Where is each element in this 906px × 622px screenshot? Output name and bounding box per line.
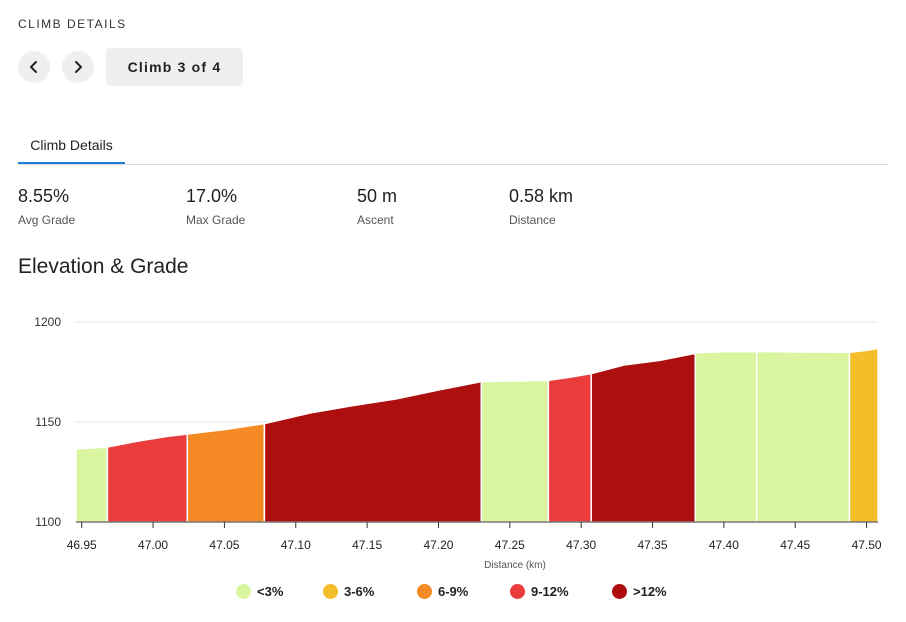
legend-item[interactable]: <3% xyxy=(236,584,283,599)
stat-value: 0.58 km xyxy=(509,186,574,206)
legend-item[interactable]: >12% xyxy=(612,584,667,599)
grade-segment-g3_6 xyxy=(848,347,879,523)
stat-distance: 0.58 km Distance xyxy=(509,186,573,227)
stat-ascent: 50 m Ascent xyxy=(357,186,397,227)
x-tick-label: 47.45 xyxy=(780,538,810,552)
stat-avg-grade: 8.55% Avg Grade xyxy=(18,186,75,227)
x-tick-label: 47.15 xyxy=(352,538,382,552)
chart-legend: <3% 3-6% 6-9% 9-12% >12% xyxy=(0,584,906,602)
stat-label: Max Grade xyxy=(186,213,246,227)
legend-label: 6-9% xyxy=(438,584,469,599)
tab-divider xyxy=(18,164,888,165)
stat-max-grade: 17.0% Max Grade xyxy=(186,186,245,227)
previous-climb-button[interactable] xyxy=(18,51,50,83)
x-tick-label: 47.10 xyxy=(281,538,311,552)
next-climb-button[interactable] xyxy=(62,51,94,83)
legend-swatch xyxy=(510,584,525,599)
x-tick-label: 46.95 xyxy=(67,538,97,552)
x-tick-label: 47.00 xyxy=(138,538,168,552)
x-tick-label: 47.20 xyxy=(423,538,453,552)
stat-value: 17.0% xyxy=(186,186,238,206)
grade-segment-lt3 xyxy=(75,446,109,523)
grade-segment-lt3 xyxy=(694,350,758,523)
x-tick-label: 47.30 xyxy=(566,538,596,552)
section-label: CLIMB DETAILS xyxy=(18,17,127,31)
tab-climb-details[interactable]: Climb Details xyxy=(18,128,125,164)
grade-segment->12 xyxy=(590,352,697,523)
x-tick-label: 47.25 xyxy=(495,538,525,552)
stat-value: 8.55% xyxy=(18,186,70,206)
stat-label: Avg Grade xyxy=(18,213,76,227)
legend-swatch xyxy=(417,584,432,599)
grade-segment-g9_12 xyxy=(106,433,189,523)
chevron-right-icon xyxy=(75,61,82,73)
legend-swatch xyxy=(612,584,627,599)
x-tick-label: 47.35 xyxy=(638,538,668,552)
grade-segment-lt3 xyxy=(755,350,851,523)
y-tick-label: 1200 xyxy=(34,315,61,329)
legend-swatch xyxy=(236,584,251,599)
legend-label: 9-12% xyxy=(531,584,569,599)
chart-title: Elevation & Grade xyxy=(18,255,189,278)
stat-label: Ascent xyxy=(357,213,394,227)
legend-swatch xyxy=(323,584,338,599)
elevation-grade-chart: 1100 1150 1200 46.95 47.00 47.05 47.10 47.15 47.… xyxy=(34,315,882,571)
climb-counter: Climb 3 of 4 xyxy=(106,48,243,86)
legend-item[interactable]: 3-6% xyxy=(323,584,374,599)
x-tick-label: 47.50 xyxy=(852,538,882,552)
legend-item[interactable]: 6-9% xyxy=(417,584,468,599)
stat-label: Distance xyxy=(509,213,556,227)
legend-label: <3% xyxy=(257,584,284,599)
x-tick-label: 47.05 xyxy=(209,538,239,552)
stat-value: 50 m xyxy=(357,186,398,206)
x-axis-title: Distance (km) xyxy=(484,560,546,571)
y-tick-label: 1150 xyxy=(35,415,61,429)
chevron-left-icon xyxy=(30,61,37,73)
grade-segment-lt3 xyxy=(480,379,550,523)
legend-label: 3-6% xyxy=(344,584,375,599)
legend-label: >12% xyxy=(633,584,667,599)
grade-segment-g9_12 xyxy=(547,372,592,523)
y-tick-label: 1100 xyxy=(35,515,61,529)
legend-item[interactable]: 9-12% xyxy=(510,584,569,599)
grade-segment-g6_9 xyxy=(186,422,266,523)
grade-segment->12 xyxy=(263,380,483,523)
x-tick-label: 47.40 xyxy=(709,538,739,552)
